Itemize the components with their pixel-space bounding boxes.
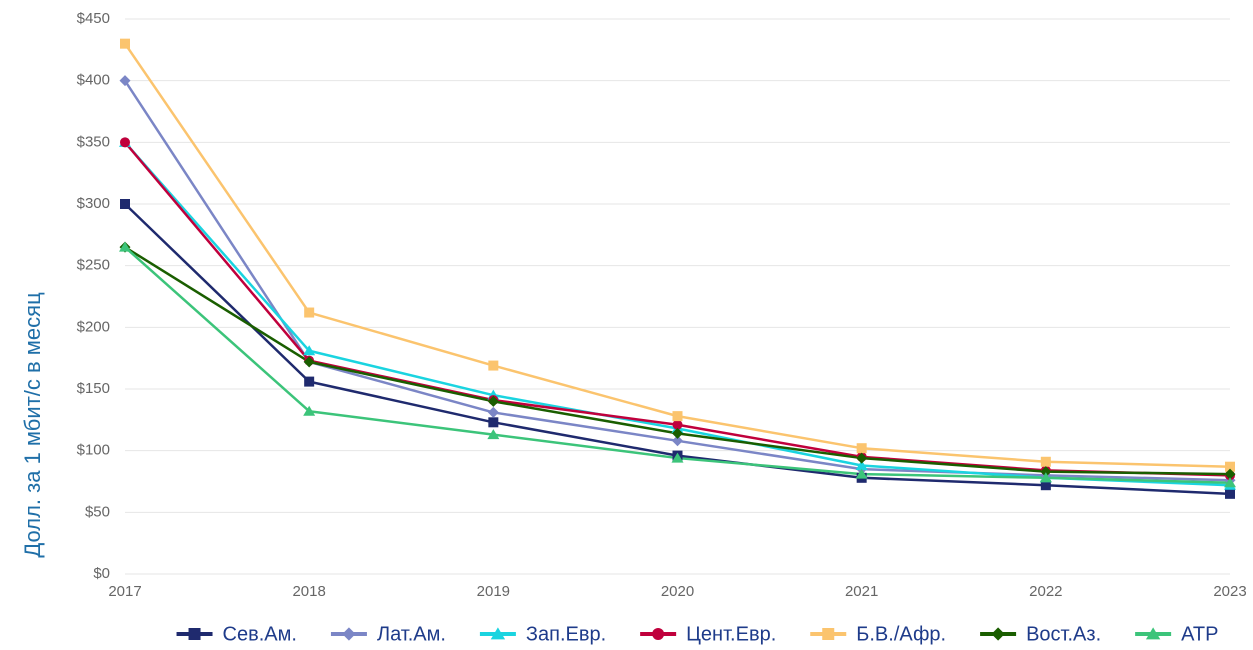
marker	[487, 429, 500, 440]
marker	[1040, 466, 1052, 478]
legend-item: Б.В./Афр.	[810, 623, 946, 645]
legend-item: АТР	[1135, 623, 1218, 645]
legend-text: Зап.Евр.	[526, 623, 606, 645]
marker	[304, 307, 315, 318]
marker	[671, 452, 684, 463]
y-tick-label: $0	[93, 565, 110, 582]
x-tick-label: 2022	[1029, 583, 1062, 600]
marker	[1225, 488, 1235, 499]
y-tick-label: $50	[85, 503, 110, 520]
marker	[303, 356, 315, 368]
marker	[487, 406, 499, 418]
legend-marker	[991, 627, 1005, 641]
marker	[1224, 468, 1236, 480]
marker	[120, 199, 130, 209]
marker	[1040, 456, 1051, 467]
marker	[1040, 480, 1051, 491]
legend-text: Вост.Аз.	[1026, 623, 1101, 645]
legend-marker	[1145, 627, 1161, 640]
x-tick-label: 2020	[661, 583, 694, 600]
marker	[672, 411, 683, 422]
marker	[1225, 461, 1235, 472]
marker	[303, 405, 316, 416]
legend-text: Б.В./Афр.	[856, 623, 946, 645]
marker	[487, 395, 499, 407]
legend-text: Сев.Ам.	[223, 623, 297, 645]
legend-item: Вост.Аз.	[980, 623, 1101, 645]
y-tick-label: $400	[77, 72, 110, 89]
legend-item: Лат.Ам.	[330, 623, 446, 645]
legend-item: Цент.Евр.	[640, 623, 776, 645]
legend-item: Сев.Ам.	[176, 623, 297, 645]
marker	[488, 360, 499, 371]
legend-marker	[342, 627, 356, 641]
marker	[304, 376, 315, 387]
legend-text: Цент.Евр.	[686, 623, 776, 645]
y-tick-label: $300	[77, 195, 110, 212]
legend-marker	[822, 628, 835, 640]
marker	[856, 443, 867, 454]
marker	[120, 38, 130, 49]
legend-marker	[188, 628, 201, 640]
marker	[672, 419, 683, 430]
marker	[488, 417, 499, 428]
marker	[120, 137, 130, 148]
marker	[119, 241, 131, 252]
x-tick-label: 2019	[477, 583, 510, 600]
x-tick-label: 2021	[845, 583, 878, 600]
x-tick-label: 2017	[108, 583, 141, 600]
legend-item: Зап.Евр.	[479, 623, 606, 645]
marker	[855, 459, 868, 470]
series-line	[123, 42, 1231, 468]
x-tick-label: 2023	[1213, 583, 1246, 600]
legend-text: Лат.Ам.	[377, 623, 446, 645]
y-tick-label: $250	[77, 257, 110, 274]
x-tick-label: 2018	[292, 583, 325, 600]
marker	[1224, 477, 1236, 488]
legend-marker	[652, 628, 665, 640]
marker	[303, 345, 316, 356]
legend-marker	[490, 627, 506, 640]
marker	[672, 427, 683, 439]
y-tick-label: $100	[77, 442, 110, 459]
marker	[672, 435, 683, 447]
y-tick-label: $200	[77, 318, 110, 335]
y-tick-label: $350	[77, 133, 110, 150]
y-tick-label: $450	[77, 10, 110, 27]
legend-text: АТР	[1181, 623, 1218, 645]
marker	[119, 75, 131, 87]
marker	[855, 468, 868, 479]
marker	[1039, 472, 1052, 483]
y-axis-title: Долл. за 1 мбит/с в месяц	[20, 292, 45, 558]
y-tick-label: $150	[77, 380, 110, 397]
marker	[856, 452, 868, 464]
